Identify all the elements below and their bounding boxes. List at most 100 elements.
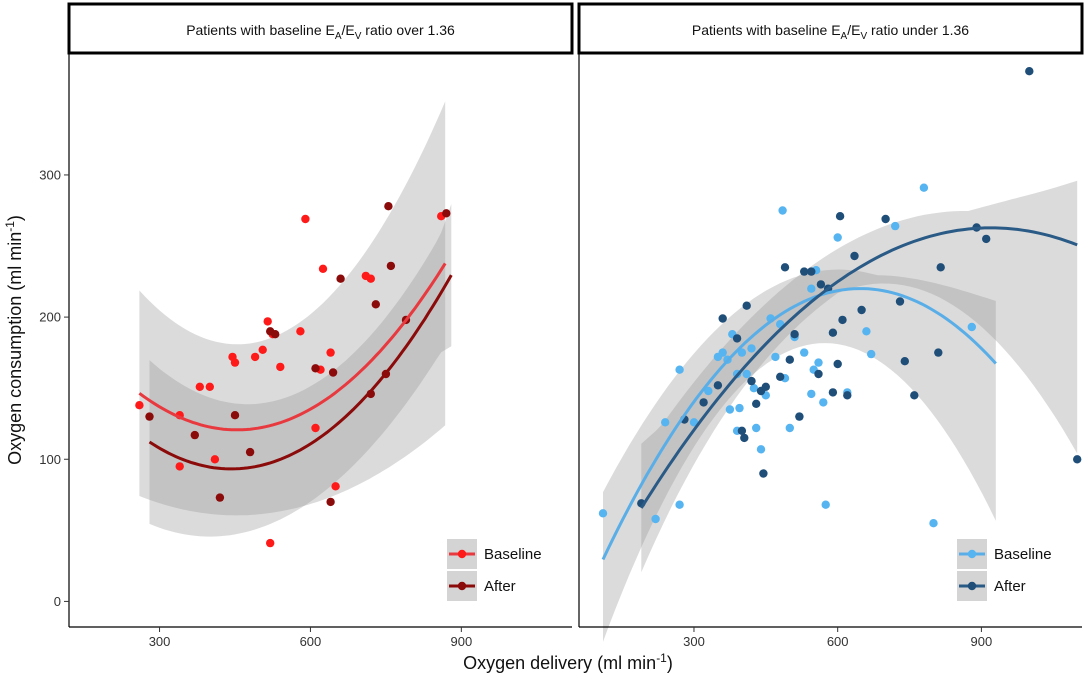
- data-point-after: [838, 315, 847, 325]
- data-point-baseline: [661, 418, 670, 427]
- legend-key-point: [967, 549, 977, 559]
- data-point-baseline: [675, 500, 684, 509]
- data-point-after: [936, 263, 945, 272]
- data-point-baseline: [250, 352, 260, 362]
- panel-strip: [577, 2, 1084, 55]
- data-point-baseline: [771, 352, 780, 362]
- legend-key-point: [967, 581, 977, 591]
- data-point-baseline: [785, 423, 794, 433]
- data-point-baseline: [210, 455, 220, 464]
- data-point-after: [790, 330, 799, 339]
- data-point-after: [857, 305, 866, 315]
- data-point-after: [742, 301, 751, 310]
- data-point-baseline: [318, 264, 328, 273]
- data-point-after: [843, 391, 852, 400]
- data-point-baseline: [296, 327, 305, 336]
- data-point-after: [1073, 455, 1082, 464]
- data-point-after: [881, 214, 890, 224]
- data-point-baseline: [205, 382, 214, 391]
- data-point-baseline: [326, 348, 335, 357]
- x-tick-label: 300: [683, 634, 705, 649]
- data-point-baseline: [778, 206, 787, 215]
- legend-key-point: [457, 581, 467, 591]
- data-point-baseline: [311, 423, 320, 433]
- legend-label-baseline: Baseline: [994, 546, 1052, 563]
- data-point-after: [336, 274, 345, 283]
- legend-label-after: After: [484, 578, 516, 595]
- fit-line-after: [640, 226, 1078, 509]
- fit-line-after: [148, 274, 453, 471]
- data-point-after: [761, 382, 770, 391]
- data-point-after: [795, 412, 804, 421]
- data-point-after: [747, 376, 756, 386]
- y-axis-title: Oxygen consumption (ml min-1): [3, 215, 25, 465]
- data-point-baseline: [689, 418, 699, 427]
- data-point-after: [828, 388, 838, 397]
- data-point-baseline: [742, 369, 751, 379]
- data-point-after: [828, 328, 838, 337]
- data-point-baseline: [301, 214, 310, 224]
- legend-label-baseline: Baseline: [484, 546, 542, 563]
- legend: Baseline After: [957, 539, 1052, 601]
- confidence-band-after: [149, 204, 452, 537]
- panel-title: Patients with baseline EA/EV ratio under…: [692, 22, 969, 42]
- data-point-baseline: [967, 322, 976, 332]
- data-point-after: [328, 368, 338, 377]
- data-point-after: [326, 497, 335, 507]
- data-point-after: [816, 280, 826, 289]
- y-tick-label: 300: [39, 167, 61, 182]
- data-point-after: [271, 330, 280, 339]
- legend-key-point: [457, 549, 467, 559]
- x-tick-label: 900: [971, 634, 993, 649]
- panel-1: Patients with baseline EA/EV ratio over …: [39, 2, 574, 649]
- data-point-after: [850, 251, 859, 261]
- panel-title: Patients with baseline EA/EV ratio over …: [186, 22, 455, 42]
- fit-line-baseline: [601, 287, 997, 561]
- data-point-baseline: [756, 445, 766, 454]
- x-tick-label: 600: [300, 634, 322, 649]
- data-point-baseline: [276, 362, 285, 372]
- data-point-after: [759, 469, 768, 478]
- x-tick-label: 900: [450, 634, 472, 649]
- data-point-baseline: [891, 221, 900, 231]
- data-point-after: [718, 314, 727, 323]
- x-axis-title: Oxygen delivery (ml min-1): [463, 651, 673, 673]
- data-point-baseline: [651, 514, 660, 524]
- data-point-baseline: [749, 384, 759, 393]
- data-point-baseline: [266, 538, 275, 548]
- data-point-baseline: [814, 358, 823, 367]
- data-point-baseline: [263, 317, 272, 326]
- data-point-after: [800, 267, 809, 276]
- data-point-baseline: [258, 345, 267, 354]
- data-point-baseline: [331, 482, 340, 491]
- data-point-after: [900, 357, 909, 366]
- y-tick-label: 100: [39, 452, 61, 467]
- data-point-baseline: [366, 274, 375, 283]
- data-point-baseline: [867, 349, 876, 359]
- data-point-baseline: [929, 519, 938, 528]
- fit-line-baseline: [138, 262, 447, 432]
- data-point-after: [814, 369, 823, 379]
- panel-2: Patients with baseline EA/EV ratio under…: [577, 2, 1084, 649]
- y-tick-label: 0: [54, 594, 61, 609]
- data-point-after: [785, 355, 794, 364]
- data-point-after: [910, 391, 919, 400]
- data-point-baseline: [800, 348, 809, 357]
- data-point-baseline: [718, 348, 727, 357]
- data-point-baseline: [135, 401, 144, 410]
- data-point-after: [699, 398, 708, 407]
- data-point-baseline: [704, 386, 713, 396]
- data-point-after: [230, 411, 240, 420]
- confidence-band-baseline: [603, 269, 996, 642]
- legend: Baseline After: [447, 539, 542, 601]
- data-point-after: [190, 430, 199, 440]
- data-point-baseline: [747, 344, 756, 353]
- data-point-after: [737, 426, 747, 435]
- panels: Patients with baseline EA/EV ratio over …: [39, 2, 1084, 649]
- data-point-baseline: [752, 423, 761, 433]
- data-point-baseline: [819, 398, 828, 407]
- data-point-after: [371, 300, 380, 309]
- x-tick-label: 300: [149, 634, 171, 649]
- data-point-baseline: [737, 348, 747, 357]
